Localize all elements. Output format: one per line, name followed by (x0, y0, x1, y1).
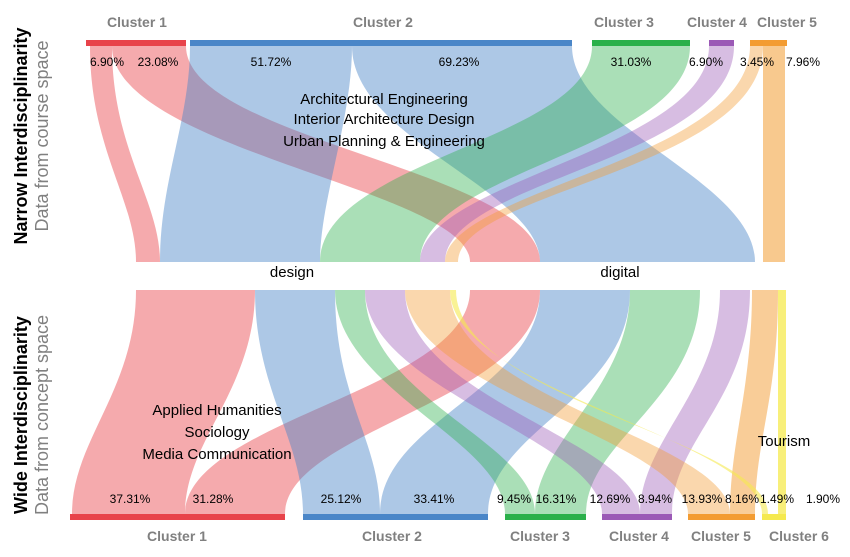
flow-narrow-c1-b (112, 46, 540, 262)
narrow-pct-c2-a: 51.72% (251, 55, 292, 69)
wide-cluster-6-label: Cluster 6 (769, 528, 829, 544)
narrow-cluster-4-label: Cluster 4 (687, 14, 747, 30)
wide-pct-c6-a: 1.49% (760, 492, 794, 506)
narrow-pct-c3: 31.03% (611, 55, 652, 69)
bar-wide-c4 (602, 514, 672, 520)
narrow-flows (90, 46, 785, 262)
bar-wide-c5 (688, 514, 755, 520)
narrow-cluster-1-label: Cluster 1 (107, 14, 167, 30)
wide-pct-c1-b: 31.28% (193, 492, 234, 506)
flow-narrow-c2-b (352, 46, 755, 262)
wide-annotation-line-3: Media Communication (142, 446, 291, 463)
flow-wide-c3-a (335, 290, 535, 514)
wide-pct-c4-a: 12.69% (590, 492, 631, 506)
flow-wide-c1-b (185, 290, 540, 514)
flow-wide-c4-b (640, 290, 750, 514)
wide-annotation-tourism: Tourism (758, 433, 811, 450)
bar-wide-c2 (303, 514, 488, 520)
wide-cluster-3-label: Cluster 3 (510, 528, 570, 544)
wide-cluster-2-label: Cluster 2 (362, 528, 422, 544)
bar-narrow-c1 (86, 40, 186, 46)
bar-wide-c6 (762, 514, 786, 520)
flow-wide-c6-b (778, 290, 786, 514)
wide-pct-c6-b: 1.90% (806, 492, 840, 506)
narrow-cluster-5-label: Cluster 5 (757, 14, 817, 30)
wide-annotation-line-1: Applied Humanities (152, 402, 281, 419)
term-design: design (270, 264, 314, 281)
wide-cluster-5-label: Cluster 5 (691, 528, 751, 544)
wide-side-title: Wide Interdisciplinarity (11, 316, 31, 514)
wide-pct-c5-b: 8.16% (725, 492, 759, 506)
narrow-annotation-line-3: Urban Planning & Engineering (283, 133, 485, 150)
wide-cluster-bars (70, 514, 786, 520)
bar-narrow-c3 (592, 40, 690, 46)
narrow-cluster-2-label: Cluster 2 (353, 14, 413, 30)
narrow-side-subtitle: Data from course space (32, 40, 52, 231)
flow-wide-c4-a (365, 290, 640, 514)
wide-pct-c2-a: 25.12% (321, 492, 362, 506)
bar-narrow-c4 (709, 40, 734, 46)
narrow-pct-c5-a: 3.45% (740, 55, 774, 69)
narrow-pct-c5-b: 7.96% (786, 55, 820, 69)
narrow-pct-c4: 6.90% (689, 55, 723, 69)
narrow-annotation-line-1: Architectural Engineering (300, 91, 468, 108)
term-digital: digital (600, 264, 639, 281)
flow-narrow-c2-a (160, 46, 352, 262)
wide-pct-c1-a: 37.31% (110, 492, 151, 506)
flow-narrow-c4 (420, 46, 734, 262)
flow-wide-c5-a (405, 290, 730, 514)
wide-cluster-4-label: Cluster 4 (609, 528, 669, 544)
flow-wide-c2-a (255, 290, 380, 514)
wide-pct-c2-b: 33.41% (414, 492, 455, 506)
wide-pct-c5-a: 13.93% (682, 492, 723, 506)
narrow-pct-c1-b: 23.08% (138, 55, 179, 69)
bar-wide-c3 (505, 514, 586, 520)
wide-pct-c4-b: 8.94% (638, 492, 672, 506)
narrow-cluster-bars (86, 40, 787, 46)
bar-narrow-c5 (750, 40, 787, 46)
wide-side-subtitle: Data from concept space (32, 315, 52, 515)
narrow-pct-c1-a: 6.90% (90, 55, 124, 69)
wide-annotation-line-2: Sociology (184, 424, 250, 441)
flow-narrow-c1-a (90, 46, 160, 262)
narrow-side-title: Narrow Interdisciplinarity (11, 27, 31, 244)
flow-wide-c3-b (535, 290, 700, 514)
wide-pct-c3-a: 9.45% (497, 492, 531, 506)
narrow-cluster-3-label: Cluster 3 (594, 14, 654, 30)
narrow-pct-c2-b: 69.23% (439, 55, 480, 69)
flow-wide-c2-b (380, 290, 630, 514)
bar-wide-c1 (70, 514, 285, 520)
narrow-annotation-line-2: Interior Architecture Design (294, 111, 475, 128)
wide-pct-c3-b: 16.31% (536, 492, 577, 506)
flow-narrow-c5-b (763, 46, 785, 262)
wide-cluster-1-label: Cluster 1 (147, 528, 207, 544)
flow-wide-c5-b (730, 290, 778, 514)
wide-flows (72, 290, 786, 514)
flow-wide-c1-a (72, 290, 255, 514)
bar-narrow-c2 (190, 40, 572, 46)
flow-narrow-c3 (320, 46, 690, 262)
